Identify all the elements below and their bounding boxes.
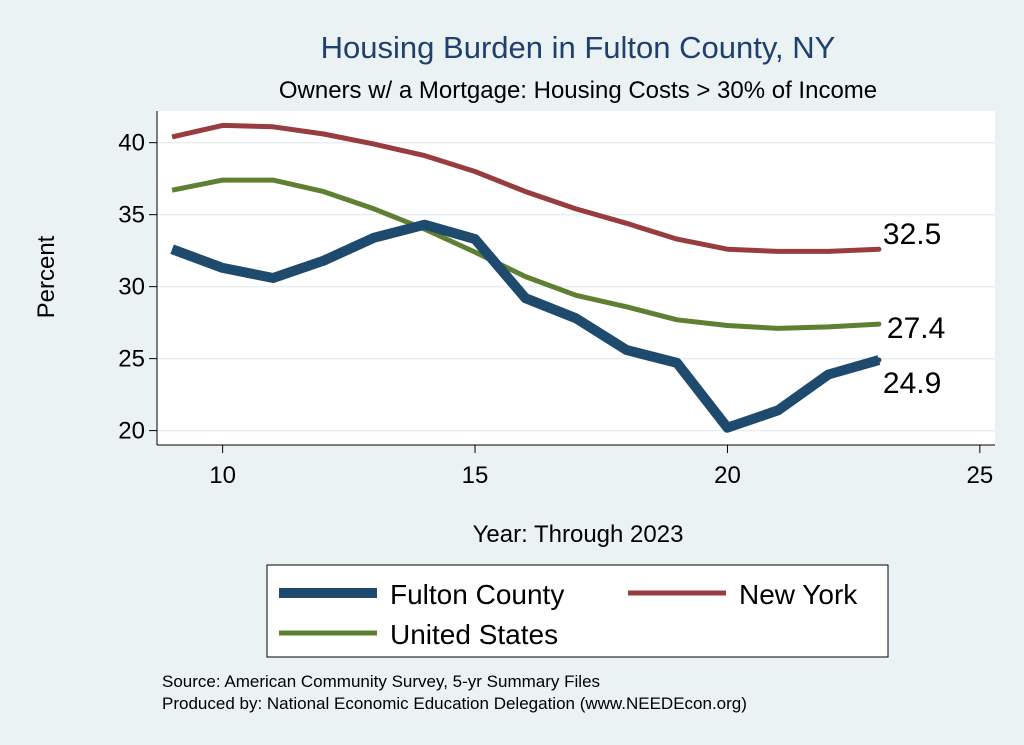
ticks: 20 25 30 35 40 10 15 20 25 xyxy=(118,130,993,489)
legend-label-new-york: New York xyxy=(739,579,858,610)
y-tick-label: 40 xyxy=(118,130,145,157)
end-point-fulton-county xyxy=(876,357,882,363)
chart-subtitle: Owners w/ a Mortgage: Housing Costs > 30… xyxy=(279,77,877,104)
legend: Fulton County New York United States xyxy=(266,564,889,658)
grid xyxy=(157,141,995,432)
series-line-new-york xyxy=(171,122,880,254)
x-axis-title: Year: Through 2023 xyxy=(473,521,684,548)
series-line-fulton-county xyxy=(170,219,881,433)
end-labels: 24.9 32.5 27.4 xyxy=(876,218,945,400)
legend-label-united-states: United States xyxy=(390,619,558,650)
x-tick-label: 25 xyxy=(967,462,994,489)
legend-label-fulton-county: Fulton County xyxy=(390,579,564,610)
produced-by-note: Produced by: National Economic Education… xyxy=(162,694,747,713)
x-tick-label: 20 xyxy=(714,462,741,489)
end-point-new-york xyxy=(876,246,882,252)
axes xyxy=(156,111,995,446)
y-tick-label: 25 xyxy=(118,346,145,373)
series-lines xyxy=(170,122,881,433)
end-label-fulton-county: 24.9 xyxy=(883,367,941,400)
legend-box xyxy=(266,564,889,658)
chart-title: Housing Burden in Fulton County, NY xyxy=(321,30,836,65)
x-tick-label: 10 xyxy=(209,462,236,489)
y-tick-label: 30 xyxy=(118,274,145,301)
end-label-united-states: 27.4 xyxy=(887,312,945,345)
x-tick-label: 15 xyxy=(462,462,489,489)
y-axis-title: Percent xyxy=(33,235,60,318)
y-tick-label: 20 xyxy=(118,418,145,445)
y-tick-label: 35 xyxy=(118,202,145,229)
plot-area xyxy=(157,111,995,445)
source-note: Source: American Community Survey, 5-yr … xyxy=(162,672,600,691)
end-point-united-states xyxy=(876,321,882,327)
end-label-new-york: 32.5 xyxy=(883,218,941,251)
series-line-united-states xyxy=(171,177,880,331)
